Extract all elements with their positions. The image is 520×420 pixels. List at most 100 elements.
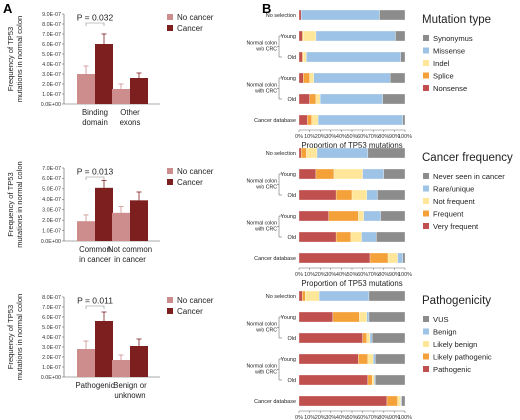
category-label: Common in cancer (79, 245, 111, 264)
category-label: Benign or unknown (113, 381, 147, 400)
segment-very-frequent (298, 147, 302, 159)
segment-likely-pathogenic (367, 374, 373, 386)
segment-likely-pathogenic (362, 332, 367, 344)
x-tick-label: 10% (304, 134, 315, 140)
x-axis-label: Proportion of TP53 mutations (301, 279, 402, 288)
segment-benign (374, 374, 376, 386)
row-label: Young (281, 315, 296, 321)
legend-label: No cancer (177, 296, 214, 305)
category-label-line: Pathogenic (75, 381, 114, 390)
bar-cancer (130, 78, 148, 104)
legend-label: Likely benign (433, 340, 477, 349)
group-label: Normal colon with CRC (246, 83, 277, 95)
y-axis-label: Frequency of TP53mutations in normal col… (6, 294, 24, 381)
legend-swatch (423, 328, 429, 335)
legend-swatch (423, 185, 429, 192)
segment-likely-benign (366, 332, 371, 344)
y-tick-label: 1.0E-07 (42, 228, 61, 234)
y-tick-label: 0.0E+00 (41, 239, 61, 245)
legend-swatch (423, 341, 429, 347)
segment-synonymus (400, 51, 406, 63)
bar-chart-3: 0.0E+00 1.0E-07 2.0E-07 3.0E-07 4.0E-07 5.0E-… (6, 294, 214, 400)
x-tick-label: 20% (315, 134, 326, 140)
segment-splice (309, 93, 317, 105)
legend-label: Cancer (177, 307, 203, 316)
segment-splice (302, 30, 304, 42)
group-label-line: w/o CRC (256, 47, 277, 53)
group-label-line: Normal colon (246, 179, 277, 185)
segment-vus (368, 311, 406, 323)
y-tick-label: 2.0E-07 (42, 218, 61, 224)
segment-frequent (369, 252, 389, 264)
bar-no-cancer (112, 89, 130, 104)
significance-bracket (85, 176, 105, 180)
segment-vus (368, 290, 406, 302)
segment-rare-unique (362, 168, 384, 180)
category-label: Not common in cancer (108, 245, 152, 264)
row-label: Old (287, 378, 296, 384)
group-label-line: w/o CRC (256, 185, 277, 191)
y-tick-label: 6.0E-07 (42, 42, 61, 48)
segment-frequent (315, 168, 335, 180)
group-label-line: Normal colon (246, 41, 277, 47)
x-tick-label: 100% (398, 415, 412, 420)
legend-label: Very frequent (433, 222, 479, 231)
segment-not-frequent (306, 147, 318, 159)
y-tick-label: 7.0E-07 (42, 305, 61, 311)
legend-label: Splice (433, 72, 454, 81)
x-tick-label: 100% (398, 134, 412, 140)
bar-no-cancer (77, 221, 95, 241)
segment-rare-unique (397, 252, 404, 264)
y-axis-label: Frequency of TP53mutations in normal col… (6, 161, 24, 248)
stacked-chart-3: No selection Young Old Young Old Cancer datab… (246, 290, 492, 420)
category-label-line: Common (79, 245, 111, 254)
segment-likely-benign (305, 290, 320, 302)
x-tick-label: 100% (398, 272, 412, 278)
y-tick-label: 3.0E-07 (42, 345, 61, 351)
row-label: No selection (266, 294, 296, 300)
p-value: P = 0.032 (77, 13, 114, 23)
segment-nonsense (298, 114, 308, 126)
category-label-line: unknown (114, 391, 145, 400)
category-label-line: exons (120, 118, 141, 127)
segment-rare-unique (361, 231, 377, 243)
segment-likely-pathogenic (332, 311, 360, 323)
row-label: Young (281, 172, 296, 178)
x-tick-label: 70% (368, 272, 379, 278)
segment-indel (309, 72, 314, 84)
legend-swatch (423, 60, 429, 66)
x-tick-label: 20% (315, 415, 326, 420)
group-label: Normal colon w/o CRC (246, 322, 277, 334)
legend-label: No cancer (177, 13, 214, 22)
row-label: Young (281, 214, 296, 220)
x-tick-label: 30% (325, 272, 336, 278)
legend-label: Cancer (177, 24, 203, 33)
group-label-line: Normal colon (246, 364, 277, 370)
segment-very-frequent (298, 231, 337, 243)
segment-missense (320, 93, 383, 105)
x-tick-label: 0% (295, 415, 303, 420)
x-tick-label: 0% (295, 134, 303, 140)
y-tick-label: 5.0E-07 (42, 187, 61, 193)
group-label: Normal colon w/o CRC (246, 179, 277, 191)
legend-swatch (167, 168, 173, 174)
row-label: Old (287, 97, 296, 103)
segment-very-frequent (298, 252, 371, 264)
group-label-line: with CRC (255, 89, 277, 95)
x-tick-label: 40% (336, 272, 347, 278)
segment-never-seen-in-cancer (383, 168, 406, 180)
segment-pathogenic (298, 395, 388, 407)
segment-frequent (328, 210, 359, 222)
legend-label: Missense (433, 47, 465, 56)
x-tick-label: 80% (378, 415, 389, 420)
category-label: Pathogenic (75, 381, 114, 390)
legend-label: No cancer (177, 167, 214, 176)
legend-label: Rare/unique (433, 185, 474, 194)
segment-benign (318, 290, 370, 302)
x-tick-label: 40% (336, 415, 347, 420)
group-label-line: Normal colon (246, 221, 277, 227)
segment-not-frequent (358, 210, 364, 222)
row-label: Young (281, 34, 296, 40)
y-tick-label: 3.0E-07 (42, 208, 61, 214)
segment-splice (302, 51, 304, 63)
